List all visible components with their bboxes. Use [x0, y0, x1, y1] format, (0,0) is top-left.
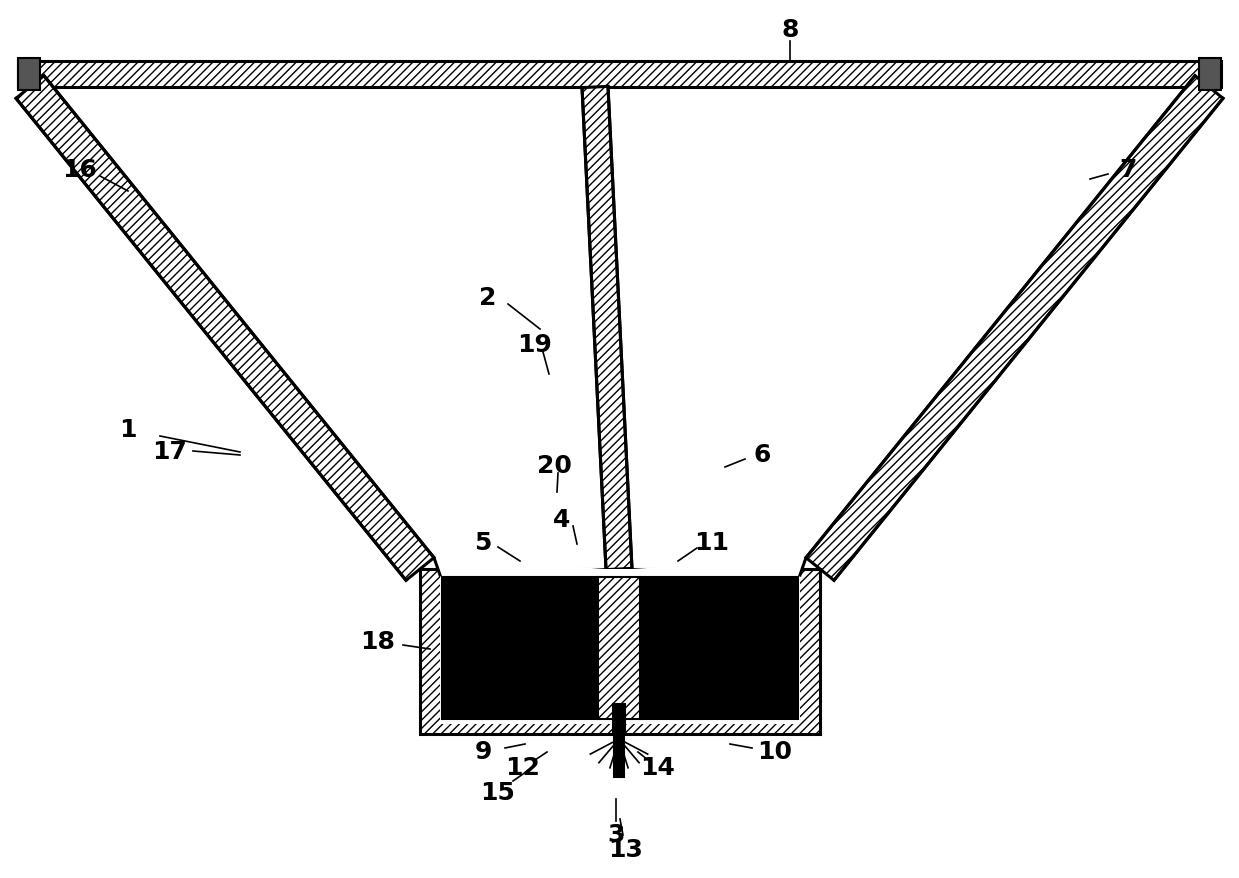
Text: 15: 15	[481, 781, 515, 804]
Text: 18: 18	[361, 630, 395, 653]
Text: 12: 12	[506, 755, 540, 779]
Polygon shape	[434, 558, 807, 575]
Text: 19: 19	[518, 333, 553, 356]
Text: 17: 17	[152, 440, 187, 464]
Text: 11: 11	[695, 530, 730, 554]
Text: 13: 13	[608, 837, 643, 861]
Bar	[641, 578, 798, 719]
Text: 10: 10	[757, 739, 793, 763]
Text: 14: 14	[641, 755, 675, 779]
Bar	[615, 732, 624, 777]
Bar	[1199, 59, 1220, 91]
Bar	[442, 578, 598, 719]
Polygon shape	[807, 76, 1223, 580]
Polygon shape	[582, 87, 632, 570]
Text: 3: 3	[607, 822, 624, 846]
Text: 2: 2	[479, 285, 497, 310]
Text: 1: 1	[119, 418, 136, 442]
Bar	[19, 62, 1220, 88]
Polygon shape	[16, 76, 434, 580]
Bar	[613, 704, 624, 734]
Text: 9: 9	[475, 739, 492, 763]
Text: 7: 7	[1119, 158, 1136, 182]
Text: 4: 4	[554, 507, 571, 531]
Bar	[19, 59, 40, 91]
Text: 20: 20	[536, 453, 571, 478]
Bar	[598, 578, 641, 719]
Text: 6: 6	[753, 443, 771, 466]
Text: 5: 5	[475, 530, 492, 554]
Text: 8: 8	[782, 18, 799, 42]
Bar	[440, 575, 800, 724]
Text: 16: 16	[62, 158, 98, 182]
Bar	[420, 569, 820, 734]
